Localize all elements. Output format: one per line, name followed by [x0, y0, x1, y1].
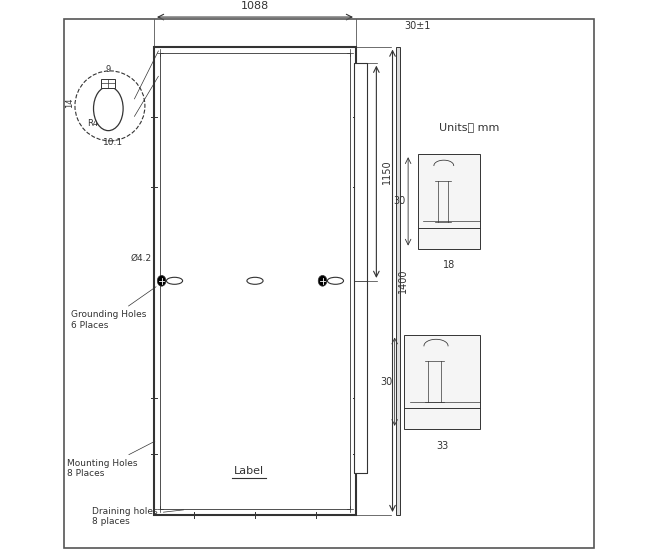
- Ellipse shape: [93, 86, 123, 131]
- Text: Grounding Holes
6 Places: Grounding Holes 6 Places: [70, 287, 156, 330]
- Ellipse shape: [328, 278, 343, 284]
- Text: 14: 14: [65, 98, 74, 109]
- Text: Units： mm: Units： mm: [439, 122, 499, 132]
- Text: Mounting Holes
8 Places: Mounting Holes 8 Places: [67, 442, 155, 478]
- Text: Draining holes
8 places: Draining holes 8 places: [92, 507, 184, 526]
- Text: 9: 9: [106, 65, 111, 74]
- Bar: [418, 155, 480, 249]
- Text: 30: 30: [380, 377, 393, 387]
- Text: 10:1: 10:1: [103, 138, 122, 147]
- Text: 30: 30: [393, 197, 406, 207]
- Text: Label: Label: [234, 466, 264, 476]
- Bar: [354, 63, 367, 473]
- Bar: [101, 79, 115, 88]
- Text: Ø4.2: Ø4.2: [130, 254, 151, 263]
- Ellipse shape: [247, 278, 263, 284]
- Text: 18: 18: [443, 260, 455, 270]
- Bar: [396, 47, 400, 515]
- Ellipse shape: [318, 275, 327, 286]
- Text: 1150: 1150: [382, 160, 392, 184]
- Bar: [405, 335, 480, 429]
- Text: R4.5: R4.5: [87, 119, 106, 129]
- Ellipse shape: [157, 275, 166, 286]
- Text: 1400: 1400: [398, 269, 408, 293]
- Bar: [154, 47, 356, 515]
- Bar: [160, 53, 350, 509]
- Ellipse shape: [166, 278, 183, 284]
- Text: 1088: 1088: [241, 1, 269, 11]
- Text: 30±1: 30±1: [405, 21, 431, 31]
- Text: 33: 33: [436, 440, 448, 450]
